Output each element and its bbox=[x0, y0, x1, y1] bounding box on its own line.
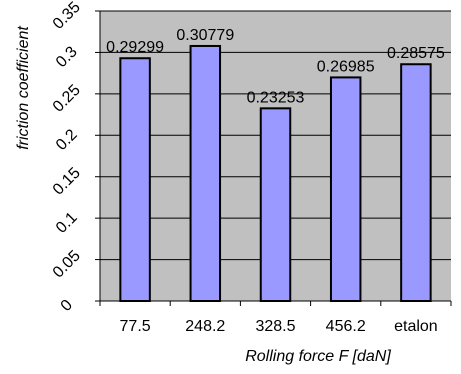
bar bbox=[329, 76, 362, 302]
bar bbox=[259, 107, 292, 302]
bar bbox=[400, 63, 432, 302]
x-axis-title: Rolling force F [daN] bbox=[245, 348, 391, 365]
y-tick-label: 0.35 bbox=[50, 0, 84, 33]
y-tick-label: 0.15 bbox=[50, 164, 84, 198]
x-tick-label: 456.2 bbox=[326, 318, 366, 335]
y-axis-title: friction coefficient bbox=[15, 26, 32, 150]
data-label: 0.28575 bbox=[387, 45, 445, 62]
y-tick-label: 0.2 bbox=[53, 126, 81, 154]
y-tick-label: 0.25 bbox=[50, 82, 84, 116]
bar bbox=[119, 57, 151, 302]
data-label: 0.26985 bbox=[317, 58, 375, 75]
y-ticks: 0 0.05 0.1 0.15 0.2 0.25 0.3 0.35 bbox=[50, 0, 100, 315]
data-label: 0.23253 bbox=[247, 89, 305, 106]
y-tick-label: 0 bbox=[58, 297, 76, 315]
data-labels: 0.29299 0.30779 0.23253 0.26985 0.28575 bbox=[106, 27, 445, 106]
y-tick-label: 0.1 bbox=[53, 209, 81, 237]
x-ticks: 77.5 248.2 328.5 456.2 etalon bbox=[99, 301, 452, 335]
data-label: 0.30779 bbox=[176, 27, 234, 44]
x-tick-label: 328.5 bbox=[255, 318, 295, 335]
x-tick-label: etalon bbox=[394, 318, 438, 335]
y-tick-label: 0.05 bbox=[50, 247, 84, 281]
bar bbox=[189, 44, 222, 302]
data-label: 0.29299 bbox=[106, 39, 164, 56]
x-tick-label: 248.2 bbox=[185, 318, 225, 335]
x-tick-label: 77.5 bbox=[120, 318, 151, 335]
y-tick-label: 0.3 bbox=[53, 43, 81, 71]
